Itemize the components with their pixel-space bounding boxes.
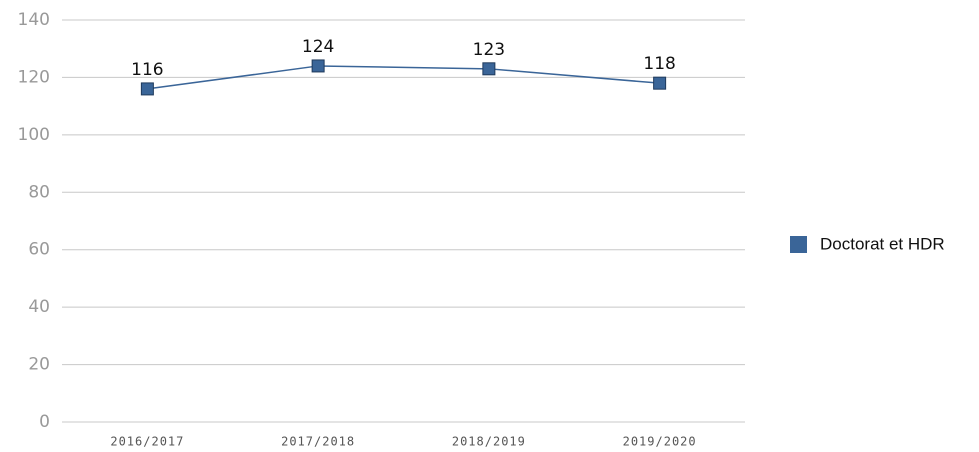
x-tick-label: 2016/2017 — [110, 435, 184, 449]
point — [311, 59, 325, 73]
line — [147, 65, 660, 90]
y-tick-label: 140 — [18, 10, 50, 30]
data-label: 116 — [131, 60, 163, 80]
y-tick-label: 40 — [28, 297, 50, 317]
point — [653, 76, 667, 90]
y-tick-label: 60 — [28, 240, 50, 260]
data-label: 124 — [302, 37, 334, 57]
legend-label: Doctorat et HDR — [820, 234, 945, 253]
data-label: 123 — [473, 40, 505, 60]
data-label: 118 — [643, 54, 675, 74]
y-tick-label: 20 — [28, 355, 50, 375]
x-tick-label: 2017/2018 — [281, 435, 355, 449]
y-tick-label: 120 — [18, 67, 50, 87]
point — [140, 82, 154, 96]
legend-swatch — [790, 236, 807, 253]
y-tick-label: 0 — [39, 412, 50, 432]
y-tick-label: 100 — [18, 125, 50, 145]
point — [482, 62, 496, 76]
y-tick-label: 80 — [28, 182, 50, 202]
x-tick-label: 2018/2019 — [452, 435, 526, 449]
x-tick-label: 2019/2020 — [623, 435, 697, 449]
